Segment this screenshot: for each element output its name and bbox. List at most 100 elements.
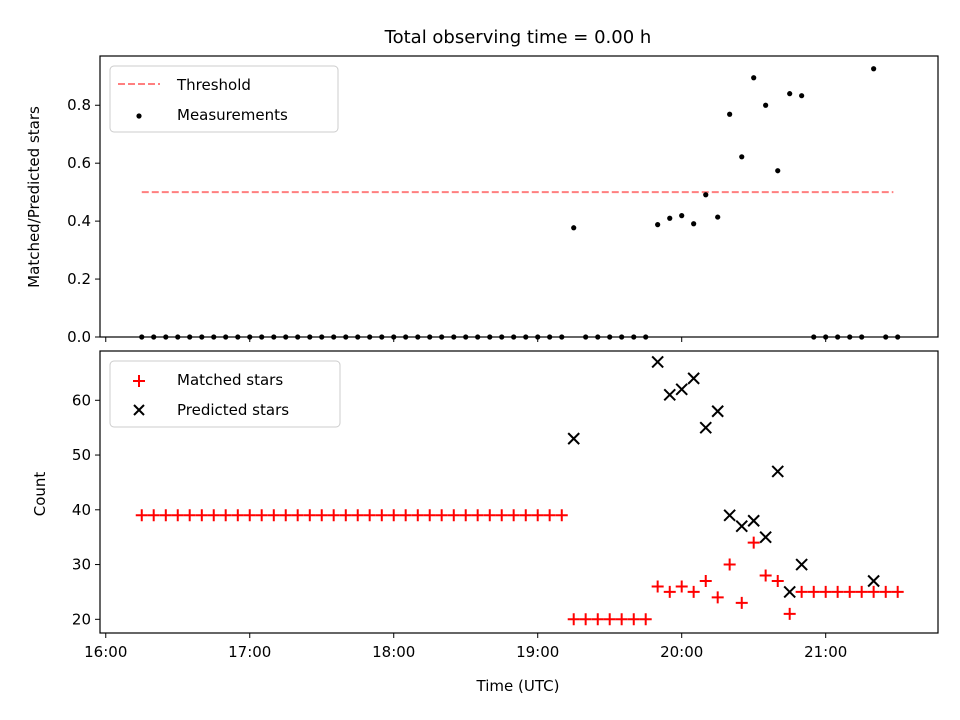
bottom-x-tick-label: 19:00	[516, 643, 559, 661]
measurement-point	[751, 75, 757, 81]
matched-star-point	[243, 509, 256, 522]
matched-star-point	[615, 613, 628, 626]
matched-star-point	[627, 613, 640, 626]
matched-star-point	[555, 509, 568, 522]
matched-star-point	[255, 509, 268, 522]
matched-star-point	[147, 509, 160, 522]
matched-star-point	[339, 509, 352, 522]
bottom-y-tick-label: 50	[72, 446, 91, 464]
top-y-tick-label: 0.2	[67, 270, 91, 288]
matched-star-point	[195, 509, 208, 522]
matched-star-point	[327, 509, 340, 522]
top-y-tick-label: 0.4	[67, 212, 91, 230]
top-y-tick-label: 0.0	[67, 328, 91, 346]
matched-star-point	[891, 585, 904, 598]
bottom-y-tick-label: 20	[72, 610, 91, 628]
matched-star-point	[207, 509, 220, 522]
matched-star-point	[315, 509, 328, 522]
matched-star-point	[711, 591, 724, 604]
matched-star-point	[483, 509, 496, 522]
bottom-y-tick-label: 30	[72, 556, 91, 574]
predicted-star-point	[747, 514, 760, 527]
measurement-point	[871, 66, 877, 72]
matched-star-point	[471, 509, 484, 522]
bottom-y-tick-label: 40	[72, 501, 91, 519]
bottom-x-tick-label: 21:00	[804, 643, 847, 661]
legend-predicted-label: Predicted stars	[177, 401, 289, 419]
measurement-point	[715, 214, 721, 220]
matched-star-point	[291, 509, 304, 522]
legend-threshold-label: Threshold	[176, 76, 251, 94]
matched-star-point	[447, 509, 460, 522]
bottom-legend-frame	[109, 360, 341, 428]
matched-star-point	[363, 509, 376, 522]
bottom-x-tick-label: 18:00	[372, 643, 415, 661]
matched-star-point	[231, 509, 244, 522]
legend-matched-plus-icon	[133, 375, 145, 387]
bottom-x-tick-label: 20:00	[660, 643, 703, 661]
bottom-x-tick-label: 17:00	[228, 643, 271, 661]
legend-measurements-label: Measurements	[177, 106, 288, 124]
matched-star-point	[435, 509, 448, 522]
matched-star-point	[867, 585, 880, 598]
top-plot-frame	[99, 55, 939, 338]
matched-star-point	[183, 509, 196, 522]
predicted-star-point	[675, 383, 688, 396]
matched-star-point	[879, 585, 892, 598]
matched-star-point	[687, 585, 700, 598]
matched-star-point	[411, 509, 424, 522]
top-legend-frame	[109, 65, 339, 133]
matched-star-point	[819, 585, 832, 598]
measurement-point	[799, 93, 805, 99]
matched-star-point	[387, 509, 400, 522]
predicted-star-point	[867, 574, 880, 588]
matched-star-point	[219, 509, 232, 522]
matched-star-point	[675, 580, 688, 593]
predicted-star-point	[723, 509, 736, 522]
matched-star-point	[507, 509, 520, 522]
measurement-point	[775, 168, 781, 174]
predicted-star-point	[663, 388, 676, 402]
predicted-star-point	[567, 432, 580, 445]
matched-star-point	[723, 558, 736, 571]
predicted-star-point	[795, 558, 808, 571]
matched-star-point	[783, 607, 796, 620]
measurement-point	[667, 215, 673, 221]
matched-star-point	[795, 585, 808, 598]
matched-star-point	[543, 509, 556, 522]
measurement-point	[703, 192, 709, 198]
matched-star-point	[807, 585, 820, 598]
chart-title: Total observing time = 0.00 h	[384, 27, 652, 48]
bottom-plot-frame	[99, 350, 939, 634]
matched-star-point	[531, 509, 544, 522]
measurement-point	[571, 225, 577, 231]
matched-star-point	[351, 509, 364, 522]
top-y-tick-label: 0.6	[67, 154, 91, 172]
matched-star-point	[843, 585, 856, 598]
bottom-legend: Matched stars Predicted stars	[109, 360, 341, 428]
matched-star-point	[759, 569, 772, 582]
matched-star-point	[771, 574, 784, 587]
matched-star-point	[375, 509, 388, 522]
matched-star-point	[303, 509, 316, 522]
matched-star-point	[747, 536, 760, 549]
matched-star-point	[495, 509, 508, 522]
matched-star-point	[591, 613, 604, 626]
predicted-star-point	[771, 465, 784, 478]
measurement-point	[763, 102, 769, 108]
matched-star-point	[735, 596, 748, 609]
matched-star-point	[519, 509, 532, 522]
legend-predicted-cross-icon	[133, 404, 145, 416]
matched-star-point	[663, 585, 676, 598]
measurement-point	[727, 111, 733, 117]
predicted-star-point	[759, 530, 772, 544]
matched-star-point	[267, 509, 280, 522]
top-legend: Threshold Measurements	[109, 65, 339, 133]
legend-measurements-dot-icon	[136, 113, 142, 119]
top-y-tick-label: 0.8	[67, 96, 91, 114]
measurement-point	[655, 222, 661, 228]
bottom-x-tick-label: 16:00	[84, 643, 127, 661]
matched-star-point	[831, 585, 844, 598]
matched-star-point	[699, 574, 712, 587]
